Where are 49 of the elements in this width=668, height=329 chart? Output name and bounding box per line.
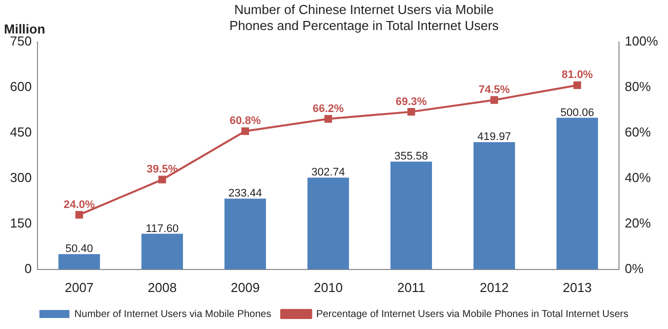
y-tick-label: 600	[10, 79, 32, 94]
data-label: 117.60	[146, 222, 179, 235]
y2-tick-label: 40%	[624, 170, 652, 186]
bar	[141, 234, 183, 270]
data-label: 39.5%	[146, 164, 178, 176]
y-tick-label: 150	[10, 216, 32, 230]
y-tick-label: 300	[10, 170, 32, 186]
data-label: 81.0%	[562, 69, 594, 82]
data-label: 500.06	[560, 106, 594, 119]
data-label: 419.97	[477, 131, 512, 144]
bar	[473, 142, 515, 270]
bar	[58, 254, 100, 270]
point	[490, 96, 498, 104]
point	[407, 108, 416, 116]
bar	[390, 162, 432, 270]
x-tick-label: 2013	[562, 280, 592, 295]
x-tick-label: 2012	[480, 280, 509, 295]
bar	[307, 178, 349, 270]
x-tick-label: 2010	[314, 280, 343, 295]
y2-tick-label: 20%	[624, 216, 652, 230]
point	[573, 81, 582, 90]
x-tick-label: 2007	[64, 280, 94, 295]
data-label: 50.40	[65, 243, 93, 256]
data-label: 24.0%	[64, 198, 95, 211]
data-label: 60.8%	[230, 115, 262, 128]
y-tick-label: 0	[24, 260, 32, 276]
bar	[556, 118, 598, 270]
data-label: 233.44	[228, 188, 262, 200]
y2-tick-label: 60%	[624, 124, 652, 140]
data-label: 69.3%	[396, 96, 428, 108]
data-label: 355.58	[394, 150, 428, 163]
chart-title: Number of Chinese Internet Users via Mobile Phones and Percentage in Total Internet Users	[228, 2, 500, 34]
point	[158, 176, 166, 184]
data-label: 74.5%	[478, 84, 510, 96]
point	[75, 210, 84, 219]
y-tick-label: 450	[10, 124, 32, 140]
data-label: 66.2%	[312, 102, 344, 115]
bar	[224, 198, 266, 270]
y2-tick-label: 100%	[624, 34, 658, 49]
point	[324, 115, 332, 123]
y2-tick-label: 0%	[624, 260, 644, 276]
point	[241, 127, 250, 135]
y2-tick-label: 80%	[624, 79, 652, 94]
x-tick-label: 2011	[397, 280, 426, 295]
data-label: 302.74	[311, 166, 346, 179]
x-tick-label: 2009	[230, 280, 260, 295]
legend-label: Percentage of Internet Users via Mobile Phones in Total Internet Users	[316, 308, 628, 320]
legend-label: Number of Internet Users via Mobile Phones	[74, 308, 272, 320]
x-tick-label: 2008	[148, 280, 177, 295]
